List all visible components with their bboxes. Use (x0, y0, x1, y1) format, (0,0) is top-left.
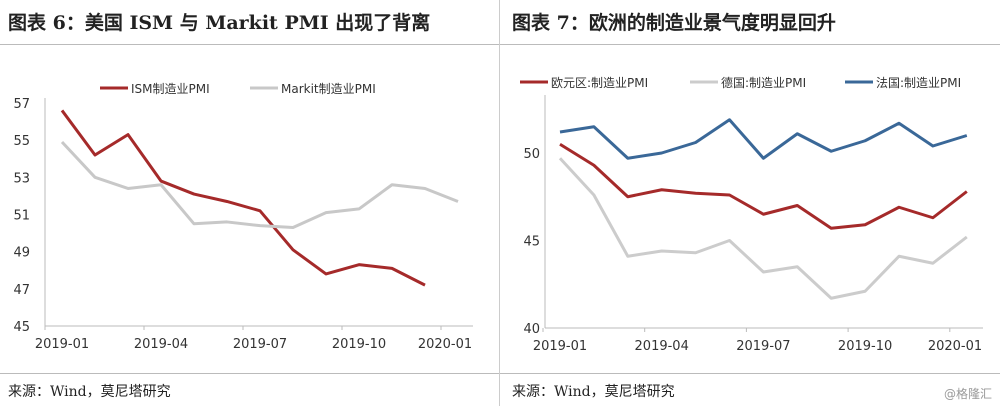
x-tick-label: 2019-10 (332, 337, 386, 352)
y-tick-label: 51 (13, 209, 30, 224)
series-line-2 (559, 118, 968, 160)
legend-label: 法国:制造业PMI (876, 76, 961, 90)
y-tick-label: 40 (523, 322, 540, 337)
panel-divider (499, 0, 500, 406)
y-tick-label: 50 (523, 147, 540, 162)
x-tick-label: 2019-07 (736, 339, 790, 354)
y-tick-label: 49 (13, 246, 30, 261)
chart2-source: 来源：Wind，莫尼塔研究 (512, 384, 675, 400)
legend-label: Markit制造业PMI (281, 82, 376, 96)
x-tick-label: 2020-01 (928, 339, 982, 354)
y-tick-label: 53 (13, 171, 30, 186)
x-tick-label: 2019-07 (233, 337, 287, 352)
x-tick-label: 2019-01 (35, 337, 89, 352)
y-tick-label: 45 (523, 235, 540, 250)
x-tick-label: 2019-04 (635, 339, 689, 354)
x-tick-label: 2019-10 (838, 339, 892, 354)
x-tick-label: 2020-01 (418, 337, 472, 352)
x-tick-label: 2019-04 (134, 337, 188, 352)
chart1-source: 来源：Wind，莫尼塔研究 (8, 384, 171, 400)
series-line-0 (60, 109, 426, 287)
chart2-title: 图表 7：欧洲的制造业景气度明显回升 (512, 12, 836, 34)
footer-divider (0, 373, 1000, 374)
y-tick-label: 57 (13, 97, 30, 112)
header-divider (0, 44, 1000, 45)
y-tick-label: 47 (13, 283, 30, 298)
x-tick-label: 2019-01 (533, 339, 587, 354)
y-tick-label: 45 (13, 320, 30, 335)
chart1-title: 图表 6：美国 ISM 与 Markit PMI 出现了背离 (8, 12, 431, 34)
y-tick-label: 55 (13, 134, 30, 149)
legend-label: 欧元区:制造业PMI (551, 76, 648, 90)
series-line-1 (60, 141, 459, 230)
watermark: @格隆汇 (943, 387, 992, 401)
series-line-1 (558, 157, 968, 300)
legend-label: 德国:制造业PMI (721, 75, 806, 90)
legend-label: ISM制造业PMI (131, 82, 210, 96)
